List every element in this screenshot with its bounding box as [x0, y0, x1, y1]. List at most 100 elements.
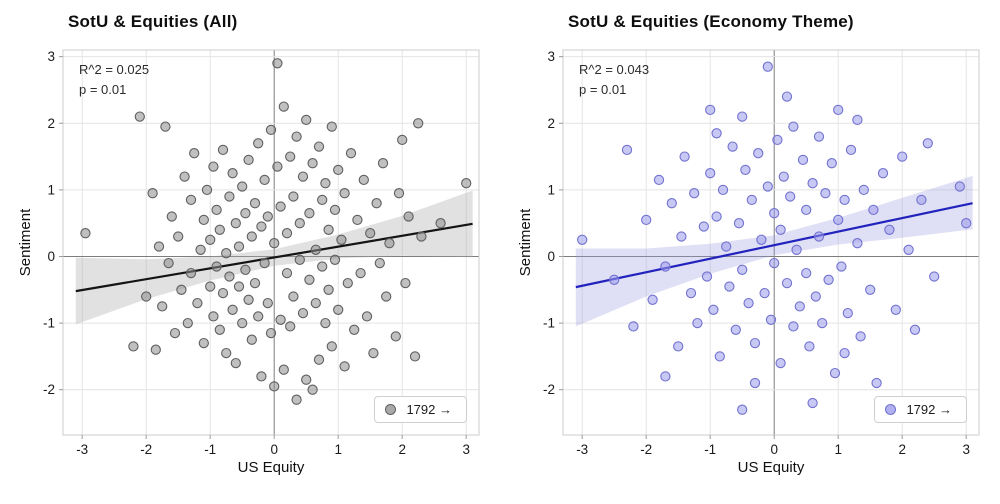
scatter-point [320, 317, 331, 329]
scatter-point [163, 257, 174, 269]
scatter-point [788, 121, 799, 132]
scatter-point [368, 347, 379, 359]
y-tick-label: 2 [547, 116, 555, 131]
panel-economy: SotU & Equities (Economy Theme) -3 -2 -1 0 1… [500, 0, 1000, 504]
scatter-point [737, 264, 748, 275]
scatter-point [294, 218, 305, 229]
scatter-point [397, 134, 408, 146]
scatter-point [791, 244, 802, 255]
x-tick-label: -1 [704, 442, 716, 457]
scatter-point [301, 374, 312, 385]
scatter-point [737, 404, 748, 415]
scatter-point [230, 357, 241, 369]
scatter-point [409, 351, 421, 362]
scatter-point [304, 208, 315, 219]
scatter-point [147, 188, 158, 199]
scatter-point [826, 158, 837, 169]
y-tick-label: 0 [547, 249, 555, 264]
legend-marker-icon [885, 404, 897, 415]
scatter-point [278, 101, 289, 112]
scatter-point [285, 321, 296, 332]
scatter-point [577, 234, 588, 245]
scatter-point [833, 214, 844, 226]
scatter-point [253, 311, 264, 322]
scatter-point [281, 267, 293, 279]
scatter-point [746, 194, 757, 206]
scatter-point [230, 218, 241, 229]
scatter-point [361, 311, 373, 322]
scatter-point [708, 304, 719, 315]
scatter-point [221, 248, 232, 259]
scatter-point [307, 158, 318, 169]
scatter-point [272, 58, 283, 69]
scatter-point [753, 148, 764, 159]
scatter-point [294, 254, 305, 265]
scatter-point [310, 297, 321, 309]
y-axis-label: Sentiment [517, 208, 534, 277]
y-tick-label: -1 [543, 316, 555, 331]
scatter-point [189, 148, 200, 159]
x-tick-label: 3 [962, 442, 970, 457]
scatter-point [961, 218, 972, 229]
scatter-point [227, 168, 238, 179]
scatter-point [211, 261, 222, 272]
x-tick-label: -3 [576, 442, 588, 457]
scatter-point [153, 241, 165, 252]
scatter-point [256, 371, 267, 382]
scatter-point [323, 224, 334, 235]
y-tick-label: 3 [47, 49, 55, 64]
scatter-point [288, 191, 299, 202]
scatter-point [272, 161, 283, 172]
scatter-point [660, 371, 671, 382]
p-value-label: p = 0.01 [579, 81, 627, 97]
scatter-point [224, 191, 235, 202]
scatter-point [641, 214, 652, 226]
scatter-point [326, 121, 337, 132]
scatter-point [903, 244, 914, 255]
scatter-point [743, 297, 754, 309]
scatter-point [759, 287, 770, 299]
scatter-point [653, 174, 665, 186]
scatter-point [711, 128, 722, 139]
scatter-point [333, 164, 344, 176]
axis-ticks: -3 -2 -1 0 1 2 3 -2 -1 0 1 2 3 [543, 49, 970, 457]
y-tick-label: 1 [547, 182, 555, 197]
scatter-point [233, 281, 245, 292]
scatter-point [922, 138, 933, 149]
scatter-point [259, 174, 270, 186]
scatter-point [705, 104, 716, 116]
scatter-point [676, 231, 687, 242]
scatter-point [217, 144, 229, 156]
scatter-point [262, 211, 273, 222]
scatter-point [797, 154, 809, 166]
scatter-point [673, 341, 684, 352]
scatter-point [897, 151, 908, 162]
scatter-point [801, 204, 812, 216]
scatter-point [461, 178, 472, 189]
scatter-point [810, 291, 821, 302]
legend-label: 1792 → [906, 402, 952, 417]
scatter-point [185, 267, 197, 279]
scatter-point [291, 131, 302, 142]
scatter-point [794, 301, 805, 312]
plot-border [562, 49, 980, 436]
scatter-point [326, 341, 337, 352]
scatter-point [349, 324, 360, 335]
scatter-point [730, 324, 741, 335]
scatter-point [313, 354, 325, 365]
scatter-point [221, 347, 232, 359]
scatter-point [214, 224, 225, 235]
scatter-point [852, 114, 863, 126]
scatter-point [275, 314, 286, 325]
scatter-point [909, 324, 921, 335]
scatter-point [679, 151, 690, 162]
scatter-point [839, 347, 850, 359]
scatter-point [804, 341, 815, 352]
scatter-point [829, 367, 841, 379]
scatter-point [297, 307, 309, 319]
scatter-point [179, 171, 190, 182]
scatter-point [660, 261, 671, 272]
scatter-point [762, 181, 773, 192]
x-tick-label: 0 [770, 442, 778, 457]
scatter-point [868, 204, 879, 216]
